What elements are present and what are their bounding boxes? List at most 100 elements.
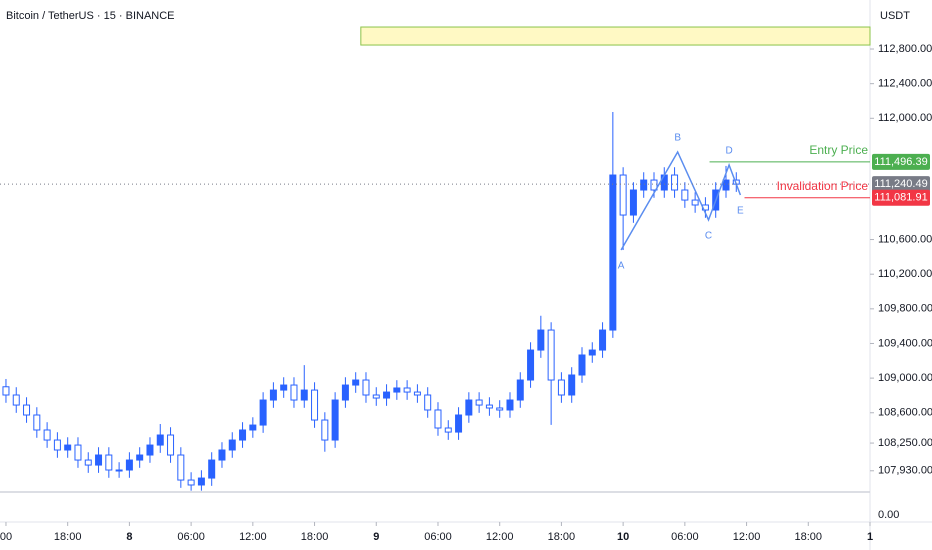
x-tick-label: 06:00 [424,531,452,543]
candle-body [485,404,493,409]
candle-body [362,379,370,396]
candle-body [259,399,267,426]
price-badge [872,153,930,170]
x-tick-label: 06:00 [177,531,205,543]
y-tick-label: 112,800.00 [878,43,932,55]
y-tick-label: 110,600.00 [878,233,932,245]
y-tick-label: 108,600.00 [878,407,932,419]
candle-body [372,394,380,399]
candle-body [177,454,185,481]
pattern-label: D [725,146,732,157]
candle-body [465,399,473,416]
candle-body [444,427,452,433]
x-tick-label: 00 [0,531,12,543]
pattern-label: E [737,206,744,217]
candle-body [383,391,391,399]
candle-body [691,199,699,206]
candle-body [43,429,51,441]
candle-body [33,414,41,431]
candle-body [506,399,514,411]
candle-body [660,174,668,191]
candle-body [650,179,658,191]
pattern-label: C [705,231,712,242]
x-tick-label: 18:00 [548,531,576,543]
candle-body [599,329,607,351]
candle-body [208,459,216,479]
y-tick-label: 109,400.00 [878,337,932,349]
y-tick-label: 108,250.00 [878,437,932,449]
candle-body [53,439,61,451]
x-tick-label: 1 [867,531,873,543]
candle-body [2,386,10,396]
y-tick-label: 112,000.00 [878,112,932,124]
x-tick-label: 12:00 [733,531,761,543]
candle-body [681,189,689,201]
candle-body [475,399,483,406]
x-tick-label: 18:00 [795,531,823,543]
candle-body [331,399,339,441]
price-line-name: Invalidation Price [777,179,869,193]
price-badge [872,176,930,193]
candle-body [311,389,319,421]
candle-body [629,189,637,216]
candle-body [568,374,576,396]
candle-body [722,179,730,191]
x-tick-label: 8 [126,531,132,543]
chart-title: Bitcoin / TetherUS · 15 · BINANCE [6,10,175,22]
candle-body [547,329,555,381]
y-tick-label: 107,930.00 [878,465,932,477]
price-line-name: Entry Price [809,143,868,157]
y-tick-label: 109,800.00 [878,303,932,315]
x-tick-label: 18:00 [54,531,82,543]
price-badge-label: 111,081.91 [874,192,927,204]
y-tick-label: 109,000.00 [878,372,932,384]
candle-body [671,174,679,191]
candle-body [516,379,524,401]
candle-body [105,454,113,471]
candle-body [74,444,82,461]
candle-body [218,449,226,461]
candle-body [167,434,175,456]
candle-body [578,354,586,376]
lower-pane-tick-label: 0.00 [878,509,899,521]
candle-body [527,349,535,381]
candle-body [413,391,421,396]
candle-body [403,387,411,393]
x-tick-label: 12:00 [239,531,267,543]
y-tick-label: 110,200.00 [878,268,932,280]
candle-body [455,414,463,433]
price-badge [872,189,930,206]
candle-body [557,379,565,396]
candle-body [434,409,442,429]
candle-body [290,384,298,401]
candle-body [424,394,432,411]
candle-body [197,477,205,486]
x-tick-label: 9 [373,531,379,543]
candle-body [12,394,20,406]
candle-body [280,384,288,391]
candle-body [146,444,154,456]
candle-body [588,349,596,356]
candle-body [537,329,545,351]
x-tick-label: 10 [617,531,629,543]
candle-body [609,174,617,331]
pattern-label: A [618,261,625,272]
target-zone [360,26,871,46]
candle-body [228,439,236,451]
candle-body [239,429,247,441]
candle-body [156,434,164,446]
candle-body [640,179,648,191]
x-tick-label: 12:00 [486,531,514,543]
candle-body [125,459,133,471]
x-tick-label: 06:00 [671,531,699,543]
candle-body [187,479,195,486]
pattern-line [620,150,742,251]
candle-body [136,454,144,461]
currency-label: USDT [880,10,910,22]
candle-body [300,389,308,401]
y-tick-label: 112,400.00 [878,78,932,90]
candle-body [321,419,329,441]
candle-body [393,387,401,393]
candle-body [269,389,277,401]
